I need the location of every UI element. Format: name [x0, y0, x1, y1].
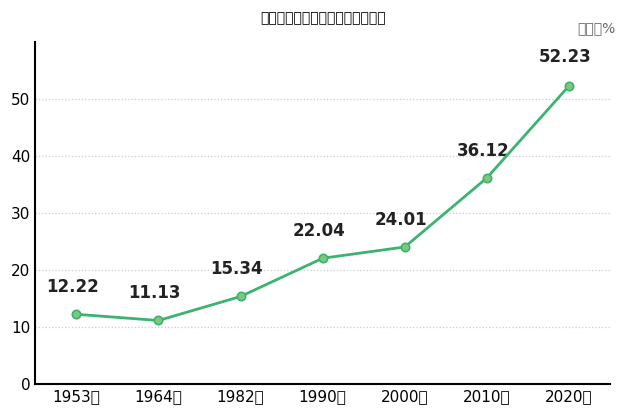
Text: 24.01: 24.01 [374, 211, 427, 229]
Text: 单位：%: 单位：% [578, 21, 616, 35]
Text: 12.22: 12.22 [46, 278, 99, 296]
Title: 甘肃省历次人口普查城镇人口比重: 甘肃省历次人口普查城镇人口比重 [260, 11, 386, 25]
Text: 36.12: 36.12 [456, 142, 509, 160]
Text: 22.04: 22.04 [292, 222, 345, 240]
Text: 15.34: 15.34 [210, 260, 263, 278]
Text: 11.13: 11.13 [128, 284, 181, 302]
Text: 52.23: 52.23 [538, 48, 592, 66]
